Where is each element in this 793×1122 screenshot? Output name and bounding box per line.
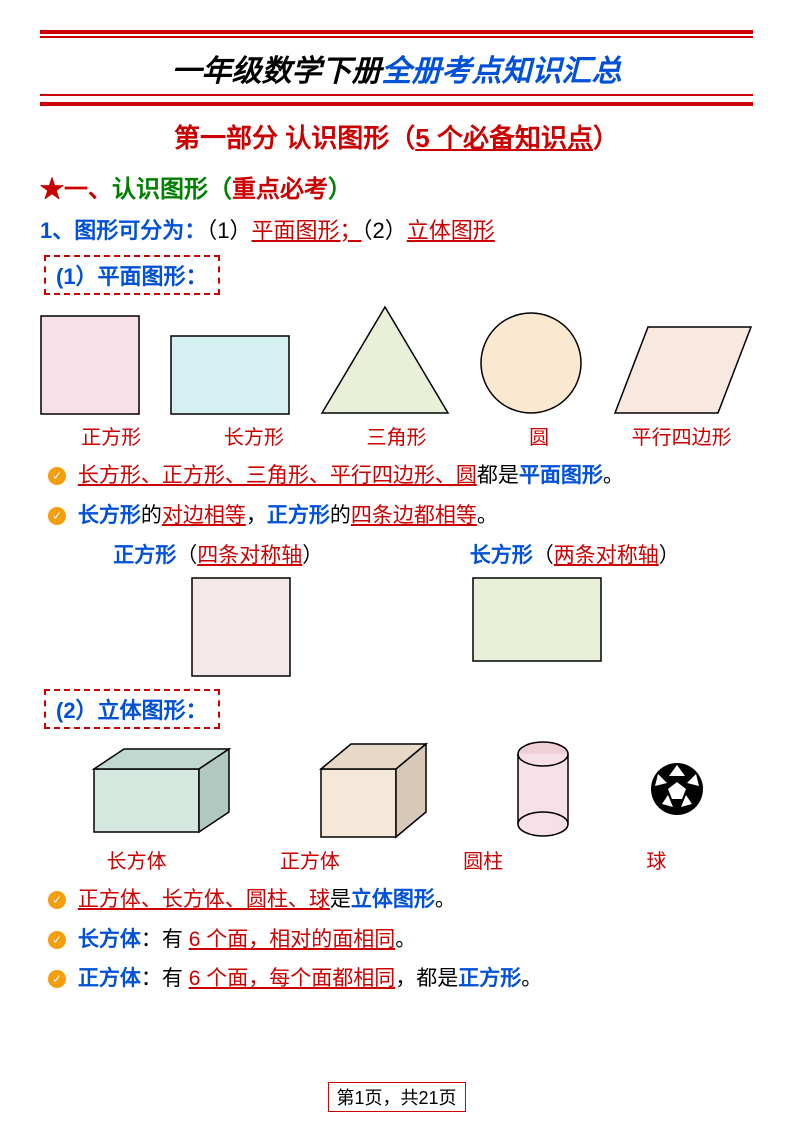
flat-labels: 正方形 长方形 三角形 圆 平行四边形 (40, 421, 753, 450)
parallelogram-shape (613, 325, 753, 415)
sym-rect-blue: 长方形 (470, 544, 533, 567)
sec-red: 重点必考 (232, 176, 328, 203)
label-cylinder: 圆柱 (397, 845, 570, 874)
square-shape (40, 315, 140, 415)
b1-black: 都是 (477, 464, 519, 487)
cube-shape (316, 739, 436, 839)
sym-square: 正方形（四条对称轴） (113, 539, 323, 569)
b5-black: ：有 (141, 967, 189, 990)
b2-blue1: 长方形 (78, 504, 141, 527)
label-circle: 圆 (468, 421, 611, 450)
triangle-shape (320, 305, 450, 415)
box-flat-shapes: (1）平面图形： (44, 255, 220, 295)
sym-rect-red: 两条对称轴 (554, 544, 659, 567)
subtitle-prefix: 第一部分 认识图形（ (174, 123, 415, 153)
b4-red: 6 个面，相对的面相同 (189, 928, 396, 951)
sec-pclose: ） (328, 176, 352, 203)
bullet1: 长方形、正方形、三角形、平行四边形、圆都是平面图形。 (48, 460, 753, 492)
title-underline (40, 102, 753, 106)
b5-red: 6 个面，每个面都相同 (189, 967, 396, 990)
bullet4: 长方体：有 6 个面，相对的面相同。 (48, 924, 753, 956)
b2-end: 。 (477, 504, 498, 527)
cuboid-shape (89, 744, 239, 834)
bullet-icon (48, 507, 66, 525)
sym-square-shape (191, 577, 291, 677)
box-solid-shapes: (2）立体图形： (44, 689, 220, 729)
bullet3: 正方体、长方体、圆柱、球是立体图形。 (48, 884, 753, 916)
label-cube: 正方体 (223, 845, 396, 874)
b4-end: 。 (395, 928, 416, 951)
top-divider (40, 30, 753, 38)
sym-shapes-row (40, 577, 753, 677)
label-triangle: 三角形 (325, 421, 468, 450)
label-para: 平行四边形 (610, 421, 753, 450)
label-cuboid: 长方体 (50, 845, 223, 874)
b1-end: 。 (603, 464, 624, 487)
label-rect: 长方形 (183, 421, 326, 450)
line1: 1、图形可分为：（1）平面图形；（2）立体图形 (40, 214, 753, 247)
sec-green: 认识图形 (112, 176, 208, 203)
b2-black2: 的 (330, 504, 351, 527)
line1-p2: （2） (362, 218, 407, 243)
sym-rect-shape (472, 577, 602, 662)
sym-sq-close: ） (302, 544, 323, 567)
b3-blue: 立体图形 (351, 888, 435, 911)
b1-blue: 平面图形 (519, 464, 603, 487)
b3-black: 是 (330, 888, 351, 911)
b4-blue: 长方体 (78, 928, 141, 951)
label-sphere: 球 (570, 845, 743, 874)
page-title: 一年级数学下册全册考点知识汇总 (40, 46, 753, 96)
sec-num: 一、 (64, 176, 112, 203)
b3-end: 。 (435, 888, 456, 911)
sym-rect-open: （ (533, 544, 554, 567)
sym-sq-open: （ (176, 544, 197, 567)
line1-u2: 立体图形 (407, 218, 495, 243)
circle-shape (479, 311, 583, 415)
symmetry-row: 正方形（四条对称轴） 长方形（两条对称轴） (40, 539, 753, 569)
b3-red: 正方体、长方体、圆柱、球 (78, 888, 330, 911)
star-icon: ★ (40, 176, 64, 203)
bullet5: 正方体：有 6 个面，每个面都相同，都是正方形。 (48, 963, 753, 995)
sym-rect-close: ） (659, 544, 680, 567)
sphere-shape (650, 762, 705, 817)
line1-p1: （1） (206, 218, 251, 243)
sym-sq-blue: 正方形 (113, 544, 176, 567)
section-heading: ★一、认识图形（重点必考） (40, 169, 753, 204)
b2-red2: 四条边都相等 (351, 504, 477, 527)
page-number: 第1页，共21页 (327, 1082, 465, 1112)
bullet2: 长方形的对边相等，正方形的四条边都相等。 (48, 500, 753, 532)
line1-u1: 平面图形； (252, 218, 362, 243)
rectangle-shape (170, 335, 290, 415)
label-square: 正方形 (40, 421, 183, 450)
line1-prefix: 1、图形可分为： (40, 218, 206, 243)
bullet-icon (48, 931, 66, 949)
flat-shapes-row (40, 305, 753, 415)
sec-popen: （ (208, 176, 232, 203)
b2-black1: 的 (141, 504, 162, 527)
bullet-icon (48, 891, 66, 909)
bullet-icon (48, 467, 66, 485)
solid-labels: 长方体 正方体 圆柱 球 (40, 845, 753, 874)
b5-blue2: 正方形 (458, 967, 521, 990)
b2-blue2: 正方形 (267, 504, 330, 527)
b5-end: 。 (521, 967, 542, 990)
b4-black: ：有 (141, 928, 189, 951)
b2-comma: ， (246, 504, 267, 527)
sym-sq-red: 四条对称轴 (197, 544, 302, 567)
bullet-icon (48, 970, 66, 988)
title-black: 一年级数学下册 (172, 55, 382, 88)
sym-rect: 长方形（两条对称轴） (470, 539, 680, 569)
b2-red1: 对边相等 (162, 504, 246, 527)
b5-blue: 正方体 (78, 967, 141, 990)
b5-mid: ，都是 (395, 967, 458, 990)
title-blue: 全册考点知识汇总 (382, 55, 622, 88)
b1-red: 长方形、正方形、三角形、平行四边形、圆 (78, 464, 477, 487)
cylinder-shape (513, 739, 573, 839)
subtitle-suffix: ） (593, 123, 619, 153)
solid-row (40, 739, 753, 839)
subtitle-underlined: 5 个必备知识点 (415, 123, 593, 153)
subtitle: 第一部分 认识图形（5 个必备知识点） (40, 118, 753, 155)
